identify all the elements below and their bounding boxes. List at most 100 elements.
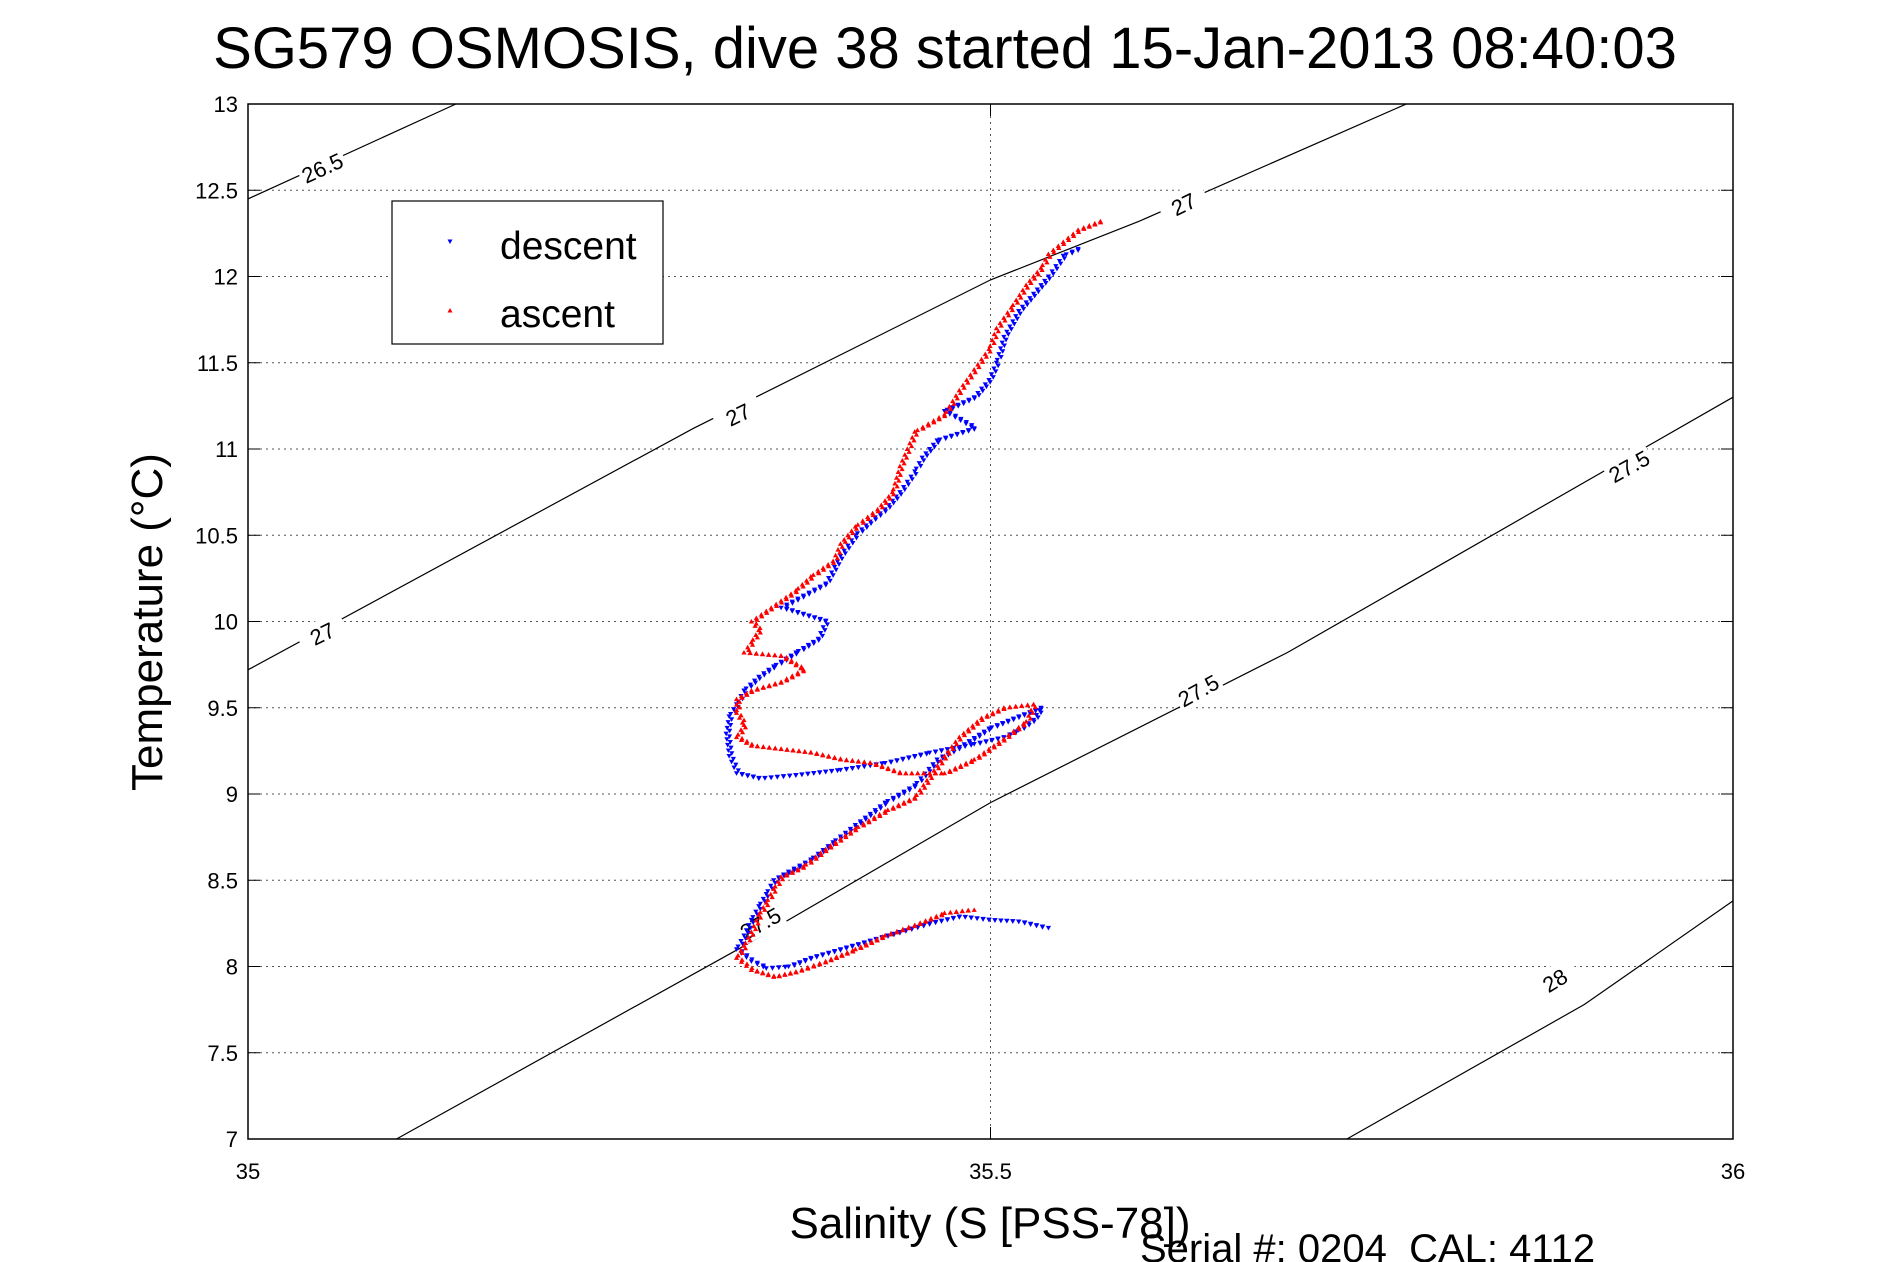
descent-marker	[938, 748, 945, 753]
ascent-marker	[885, 766, 891, 772]
ascent-marker	[961, 385, 967, 390]
descent-marker	[912, 784, 918, 790]
descent-marker	[731, 765, 737, 771]
descent-marker	[931, 444, 938, 450]
ascent-marker	[958, 390, 964, 396]
descent-marker	[812, 589, 818, 594]
ascent-marker	[754, 617, 760, 622]
descent-marker	[986, 728, 993, 733]
descent-marker	[971, 427, 977, 432]
ascent-marker	[906, 924, 912, 930]
descent-marker	[977, 740, 983, 746]
ascent-marker	[912, 796, 918, 801]
ascent-marker	[747, 650, 753, 656]
ascent-marker	[866, 819, 872, 825]
descent-marker	[784, 604, 790, 609]
descent-marker	[845, 543, 851, 549]
descent-marker	[843, 945, 850, 951]
ascent-marker	[778, 653, 784, 658]
descent-marker	[888, 759, 894, 765]
ascent-marker	[752, 623, 758, 628]
ascent-marker	[899, 457, 905, 463]
ascent-marker	[821, 567, 827, 572]
ascent-marker	[867, 760, 873, 765]
descent-marker	[1013, 314, 1019, 319]
ascent-marker	[751, 923, 757, 929]
ascent-marker	[933, 913, 939, 919]
descent-marker	[971, 396, 978, 402]
descent-marker	[943, 436, 949, 442]
ascent-marker	[906, 449, 912, 454]
ascent-marker	[1018, 294, 1024, 300]
descent-marker	[1056, 258, 1063, 264]
descent-marker	[955, 404, 961, 409]
descent-marker	[762, 775, 768, 781]
ascent-marker	[823, 848, 829, 854]
ascent-marker	[963, 760, 969, 766]
ascent-marker	[831, 560, 837, 565]
descent-marker	[1027, 922, 1034, 928]
ascent-marker	[838, 837, 844, 843]
descent-marker	[1003, 337, 1009, 343]
descent-marker	[806, 644, 812, 650]
ascent-marker	[772, 652, 778, 658]
descent-marker	[901, 791, 907, 796]
descent-marker	[882, 760, 888, 766]
ascent-marker	[754, 969, 760, 974]
descent-marker	[947, 412, 953, 417]
descent-marker	[1011, 717, 1017, 723]
ascent-marker	[943, 755, 949, 761]
y-tick-label: 9	[226, 782, 238, 807]
descent-marker	[907, 788, 913, 793]
ascent-marker	[774, 603, 780, 608]
ascent-marker	[842, 539, 848, 544]
ascent-marker	[922, 785, 928, 790]
descent-marker	[991, 366, 997, 372]
descent-marker	[831, 948, 838, 954]
descent-marker	[904, 479, 910, 485]
ascent-marker	[907, 440, 913, 446]
descent-marker	[733, 762, 739, 768]
descent-marker	[735, 944, 741, 950]
descent-marker	[786, 871, 792, 876]
descent-marker	[956, 746, 963, 752]
descent-marker	[823, 769, 829, 775]
descent-marker	[919, 455, 925, 461]
descent-marker	[977, 734, 983, 739]
ascent-marker	[991, 743, 997, 748]
ascent-marker	[981, 750, 987, 755]
ascent-marker	[733, 734, 740, 740]
descent-marker	[924, 751, 930, 756]
ascent-marker	[986, 746, 992, 752]
ascent-marker	[759, 651, 766, 657]
descent-marker	[919, 778, 925, 784]
ascent-marker	[753, 917, 759, 923]
ascent-marker	[793, 969, 799, 974]
descent-marker	[846, 546, 852, 551]
descent-marker	[894, 758, 900, 763]
descent-marker	[961, 401, 967, 407]
descent-marker	[1010, 319, 1016, 324]
descent-marker	[831, 564, 838, 570]
descent-marker	[826, 576, 832, 581]
ascent-marker	[921, 770, 927, 776]
descent-marker	[890, 797, 897, 803]
descent-marker	[748, 684, 754, 690]
ascent-marker	[953, 909, 959, 914]
descent-marker	[756, 776, 762, 782]
descent-marker	[760, 964, 766, 970]
ascent-marker	[759, 613, 765, 619]
x-axis-label: Salinity (S [PSS-78])	[789, 1199, 1190, 1248]
descent-marker	[757, 676, 763, 682]
descent-marker	[974, 916, 980, 922]
ascent-marker	[989, 337, 995, 343]
descent-marker	[774, 774, 780, 780]
descent-marker	[837, 947, 844, 952]
ascent-marker	[759, 970, 766, 976]
ascent-marker	[879, 764, 885, 770]
descent-marker	[1060, 253, 1066, 259]
descent-marker	[1004, 918, 1010, 924]
descent-marker	[986, 917, 992, 923]
ascent-marker	[954, 741, 960, 747]
ascent-marker	[861, 759, 867, 765]
